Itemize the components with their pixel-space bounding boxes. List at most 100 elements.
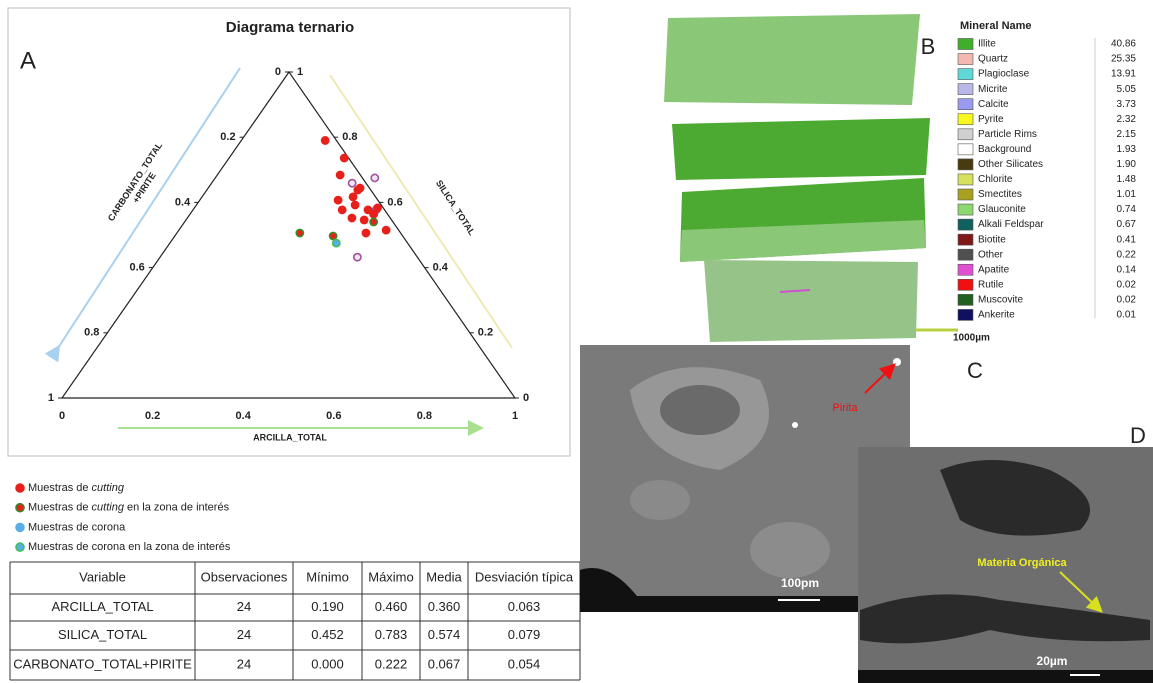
tick-label: 0.6 bbox=[387, 196, 402, 208]
mineral-value: 0.67 bbox=[1117, 219, 1137, 230]
swatch bbox=[958, 114, 973, 125]
panel-label: A bbox=[20, 47, 36, 74]
data-point bbox=[370, 218, 377, 225]
data-point bbox=[335, 197, 342, 204]
mineral-value: 0.02 bbox=[1117, 279, 1137, 290]
pyrite bbox=[792, 422, 798, 428]
mineral-name: Other Silicates bbox=[978, 159, 1043, 170]
legend-entry: Muestras decuttingen la zona de interés bbox=[28, 502, 230, 514]
legend-text: en la zona de interés bbox=[127, 502, 230, 514]
mineral-value: 40.86 bbox=[1111, 39, 1136, 50]
mineral-value: 1.01 bbox=[1117, 189, 1137, 200]
data-point bbox=[296, 229, 303, 236]
legend-marker bbox=[16, 543, 24, 551]
annotation: Pirita bbox=[832, 402, 858, 414]
mineral-value: 0.14 bbox=[1117, 264, 1137, 275]
tick-label: 0.8 bbox=[342, 131, 357, 143]
slab bbox=[664, 14, 920, 105]
grain bbox=[750, 522, 830, 578]
tick-label: 0 bbox=[275, 66, 281, 78]
data-point bbox=[351, 201, 358, 208]
mineral-name: Rutile bbox=[978, 279, 1004, 290]
data-point bbox=[371, 174, 378, 181]
mineral-name: Biotite bbox=[978, 234, 1006, 245]
mineral-value: 1.90 bbox=[1117, 159, 1137, 170]
mineral-name: Glauconite bbox=[978, 204, 1026, 215]
legend-entry: Muestras de corona bbox=[28, 521, 126, 533]
mineral-name: Calcite bbox=[978, 99, 1009, 110]
legend-text: Muestras de bbox=[28, 502, 89, 514]
table-cell: 0.190 bbox=[311, 599, 344, 614]
mineral-name: Quartz bbox=[978, 54, 1008, 65]
mineral-value: 13.91 bbox=[1111, 69, 1136, 80]
mineral-value: 0.41 bbox=[1117, 234, 1137, 245]
mineral-name: Illite bbox=[978, 39, 996, 50]
swatch bbox=[958, 69, 973, 80]
swatch bbox=[958, 159, 973, 170]
data-point bbox=[333, 240, 340, 247]
table-cell: 0.222 bbox=[375, 656, 408, 671]
mineral-name: Pyrite bbox=[978, 114, 1004, 125]
table-cell: Mínimo bbox=[306, 569, 349, 584]
tick-label: 0 bbox=[59, 410, 65, 422]
data-point bbox=[341, 154, 348, 161]
table-cell: 0.783 bbox=[375, 627, 408, 642]
tick-label: 1 bbox=[48, 392, 54, 404]
mineral-name: Alkali Feldspar bbox=[978, 219, 1044, 230]
table-cell: 0.452 bbox=[311, 627, 344, 642]
tick-label: 0.4 bbox=[433, 262, 449, 274]
swatch bbox=[958, 39, 973, 50]
swatch bbox=[958, 219, 973, 230]
mineral-name: Background bbox=[978, 144, 1031, 155]
table-cell: 0.079 bbox=[508, 627, 541, 642]
data-point bbox=[354, 186, 361, 193]
legend-marker bbox=[16, 484, 24, 492]
data-point bbox=[354, 254, 361, 261]
sem-footer bbox=[858, 670, 1153, 683]
mineral-name: Chlorite bbox=[978, 174, 1013, 185]
mineral-value: 2.32 bbox=[1117, 114, 1137, 125]
table-cell: Media bbox=[426, 569, 462, 584]
table-cell: 0.000 bbox=[311, 656, 344, 671]
mineral-name: Apatite bbox=[978, 264, 1010, 275]
panel-label: B bbox=[921, 34, 936, 59]
swatch bbox=[958, 99, 973, 110]
mineral-value: 2.15 bbox=[1117, 129, 1137, 140]
swatch bbox=[958, 129, 973, 140]
data-point bbox=[349, 193, 356, 200]
mineral-value: 0.02 bbox=[1117, 294, 1137, 305]
swatch bbox=[958, 144, 973, 155]
table-cell: 24 bbox=[237, 599, 251, 614]
mineral-name: Other bbox=[978, 249, 1004, 260]
swatch bbox=[958, 189, 973, 200]
table-cell: CARBONATO_TOTAL+PIRITE bbox=[13, 656, 192, 671]
swatch bbox=[958, 309, 973, 320]
table-cell: Observaciones bbox=[201, 569, 288, 584]
tick-label: 0.6 bbox=[326, 410, 341, 422]
slab bbox=[704, 260, 918, 342]
legend-text: Muestras de corona bbox=[28, 521, 126, 533]
swatch bbox=[958, 264, 973, 275]
panel-label: D bbox=[1130, 423, 1146, 448]
data-point bbox=[383, 227, 390, 234]
tick-label: 0.8 bbox=[417, 410, 432, 422]
table-cell: Variable bbox=[79, 569, 126, 584]
tick-label: 0.6 bbox=[130, 262, 145, 274]
slab bbox=[672, 118, 930, 180]
figure: Diagrama ternario A CARBONATO_TOTAL+PIRI… bbox=[0, 0, 1153, 683]
data-point bbox=[337, 171, 344, 178]
mineral-name: Ankerite bbox=[978, 310, 1015, 321]
table-cell: Máximo bbox=[368, 569, 414, 584]
mineral-name: Smectites bbox=[978, 189, 1022, 200]
swatch bbox=[958, 54, 973, 65]
legend-marker bbox=[16, 523, 24, 531]
table-cell: 0.360 bbox=[428, 599, 461, 614]
mineral-name: Plagioclase bbox=[978, 69, 1030, 80]
table-cell: 24 bbox=[237, 627, 251, 642]
legend-entry: Muestras de corona en la zona de interés bbox=[28, 541, 231, 553]
legend-text: Muestras de bbox=[28, 482, 89, 494]
tick-label: 0.8 bbox=[84, 327, 99, 339]
axis-title: ARCILLA_TOTAL bbox=[253, 432, 327, 442]
panel-label: C bbox=[967, 358, 983, 383]
